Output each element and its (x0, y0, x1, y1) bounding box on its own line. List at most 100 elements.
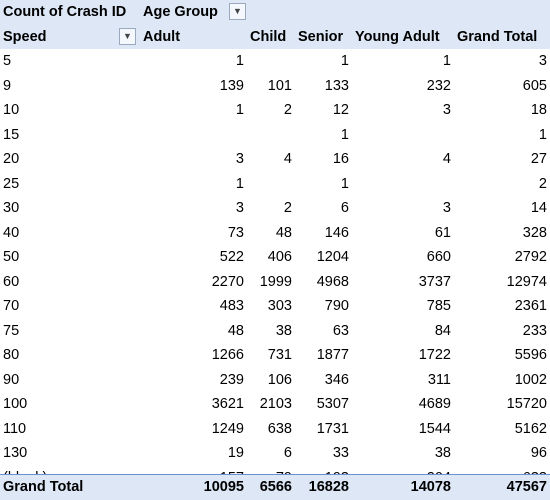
cell-grand-total[interactable]: 605 (522, 77, 547, 94)
cell-young-adult[interactable]: 1 (442, 53, 451, 69)
cell-grand-total[interactable]: 5596 (514, 347, 547, 363)
cell-adult[interactable]: 3621 (211, 396, 244, 412)
row-label-speed[interactable]: 25 (3, 175, 20, 192)
grand-total-senior[interactable]: 16828 (308, 479, 349, 495)
row-label-speed[interactable]: 130 (3, 445, 28, 461)
cell-adult[interactable]: 239 (219, 371, 244, 388)
row-field-label[interactable]: Speed (3, 28, 47, 45)
row-label-speed[interactable]: 110 (3, 420, 27, 437)
row-label-speed[interactable]: 80 (3, 347, 20, 363)
column-filter-dropdown-icon[interactable]: ▼ (229, 3, 246, 20)
row-label-speed[interactable]: 15 (3, 126, 20, 143)
row-label-speed[interactable]: 60 (3, 273, 20, 290)
row-label-speed[interactable]: 10 (3, 102, 20, 118)
column-header-child[interactable]: Child (250, 28, 287, 45)
cell-adult[interactable]: 19 (227, 445, 244, 461)
value-field-header[interactable]: Count of Crash ID (3, 4, 127, 20)
cell-adult[interactable]: 73 (227, 224, 244, 241)
cell-child[interactable] (247, 49, 295, 74)
cell-adult[interactable]: 1 (235, 175, 244, 192)
grand-total-overall[interactable]: 47567 (506, 479, 547, 495)
cell-senior[interactable]: 346 (324, 371, 349, 388)
cell-senior[interactable]: 790 (324, 298, 349, 314)
column-header-young-adult[interactable]: Young Adult (355, 28, 440, 45)
cell-young-adult[interactable]: 4689 (418, 396, 451, 412)
row-label-speed[interactable]: 70 (3, 298, 20, 314)
row-label-speed[interactable]: 50 (3, 249, 20, 265)
cell-child[interactable]: 2 (283, 102, 292, 118)
cell-child[interactable] (247, 172, 295, 197)
cell-child[interactable]: 101 (267, 77, 292, 94)
cell-young-adult[interactable]: 660 (426, 249, 451, 265)
cell-young-adult[interactable]: 3 (442, 200, 451, 216)
row-label-speed[interactable]: 90 (3, 371, 20, 388)
row-label-speed[interactable]: 100 (3, 396, 28, 412)
cell-adult[interactable]: 522 (219, 249, 244, 265)
cell-grand-total[interactable]: 1 (538, 126, 547, 143)
cell-young-adult[interactable]: 4 (442, 151, 451, 167)
cell-grand-total[interactable]: 18 (530, 102, 547, 118)
cell-adult[interactable]: 3 (235, 200, 244, 216)
cell-grand-total[interactable]: 27 (530, 151, 547, 167)
cell-young-adult[interactable] (352, 123, 454, 148)
grand-total-young-adult[interactable]: 14078 (410, 479, 451, 495)
cell-young-adult[interactable]: 84 (434, 322, 451, 339)
cell-senior[interactable]: 133 (324, 77, 349, 94)
cell-senior[interactable]: 5307 (316, 396, 349, 412)
cell-adult[interactable]: 1249 (211, 420, 244, 437)
cell-child[interactable]: 303 (267, 298, 292, 314)
cell-adult[interactable]: 48 (227, 322, 244, 339)
cell-child[interactable]: 4 (283, 151, 292, 167)
cell-grand-total[interactable]: 1002 (514, 371, 547, 388)
cell-young-adult[interactable]: 61 (434, 224, 451, 241)
cell-senior[interactable]: 4968 (316, 273, 349, 290)
cell-senior[interactable]: 63 (332, 322, 349, 339)
row-label-speed[interactable]: 75 (3, 322, 20, 339)
cell-grand-total[interactable]: 2361 (514, 298, 547, 314)
row-filter-dropdown-icon[interactable]: ▼ (119, 27, 136, 45)
cell-grand-total[interactable]: 15720 (506, 396, 547, 412)
cell-senior[interactable]: 12 (332, 102, 349, 118)
column-field-label[interactable]: Age Group (143, 4, 218, 20)
cell-adult[interactable]: 1 (235, 53, 244, 69)
cell-senior[interactable]: 1731 (316, 420, 349, 437)
cell-child[interactable]: 2103 (259, 396, 292, 412)
cell-child[interactable]: 638 (267, 420, 292, 437)
row-label-speed[interactable]: 40 (3, 224, 20, 241)
cell-child[interactable]: 6 (283, 445, 292, 461)
cell-child[interactable]: 48 (275, 224, 292, 241)
cell-adult[interactable]: 483 (219, 298, 244, 314)
cell-grand-total[interactable]: 233 (522, 322, 547, 339)
cell-adult[interactable]: 3 (235, 151, 244, 167)
cell-child[interactable]: 731 (267, 347, 292, 363)
cell-adult[interactable] (140, 123, 247, 148)
column-header-grand-total[interactable]: Grand Total (457, 28, 538, 45)
cell-child[interactable]: 38 (275, 322, 292, 339)
row-label-speed[interactable]: 9 (3, 77, 12, 94)
cell-child[interactable] (247, 123, 295, 148)
cell-senior[interactable]: 1204 (316, 249, 349, 265)
cell-child[interactable]: 2 (283, 200, 292, 216)
cell-grand-total[interactable]: 2792 (514, 249, 547, 265)
cell-adult[interactable]: 2270 (211, 273, 244, 290)
cell-grand-total[interactable]: 12974 (506, 273, 547, 290)
cell-young-adult[interactable]: 3 (442, 102, 451, 118)
cell-senior[interactable]: 33 (332, 445, 349, 461)
cell-young-adult[interactable]: 232 (426, 77, 451, 94)
cell-child[interactable]: 1999 (259, 273, 292, 290)
cell-senior[interactable]: 146 (324, 224, 349, 241)
column-header-adult[interactable]: Adult (143, 28, 181, 45)
cell-adult[interactable]: 139 (219, 77, 244, 94)
cell-young-adult[interactable]: 3737 (418, 273, 451, 290)
cell-senior[interactable]: 1 (340, 175, 349, 192)
row-label-speed[interactable]: 30 (3, 200, 20, 216)
cell-young-adult[interactable]: 311 (427, 371, 451, 388)
cell-young-adult[interactable]: 38 (434, 445, 451, 461)
grand-total-child[interactable]: 6566 (259, 479, 292, 495)
cell-young-adult[interactable]: 785 (426, 298, 451, 314)
cell-grand-total[interactable]: 3 (538, 53, 547, 69)
row-label-speed[interactable]: 5 (3, 53, 12, 69)
cell-grand-total[interactable]: 14 (530, 200, 547, 216)
cell-grand-total[interactable]: 5162 (514, 420, 547, 437)
cell-young-adult[interactable] (352, 172, 454, 197)
